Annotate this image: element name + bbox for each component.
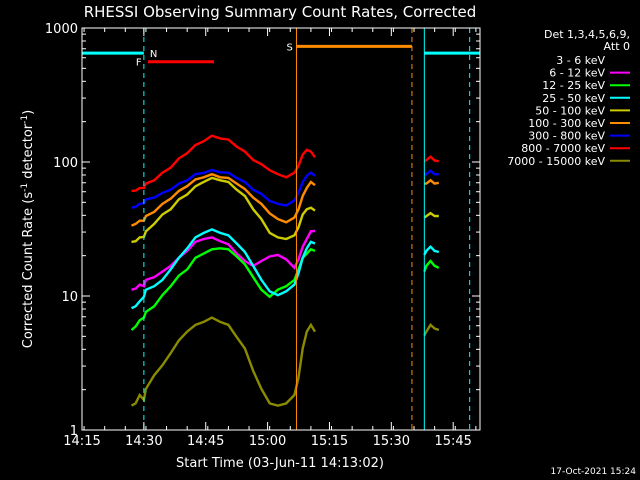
x-tick-label: 15:15 — [311, 434, 348, 449]
series-line — [424, 178, 440, 185]
flag-label: F — [136, 58, 142, 69]
legend-label: 6 - 12 keV — [549, 67, 605, 80]
footer-date: 17-Oct-2021 15:24 — [551, 467, 637, 477]
time-interval-flags: NF S — [82, 42, 480, 69]
vertical-markers — [143, 28, 471, 430]
legend-label: 800 - 7000 keV — [521, 142, 605, 155]
y-tick-label: 100 — [53, 156, 78, 171]
legend-title: Att 0 — [604, 40, 630, 53]
series-line — [423, 259, 440, 273]
chart-title: RHESSI Observing Summary Count Rates, Co… — [84, 3, 477, 21]
y-tick-label: 1000 — [45, 22, 78, 37]
y-axis-label: Corrected Count Rate (s-1 detector-1) — [20, 110, 36, 348]
series-line — [423, 211, 439, 219]
flag-label: S — [286, 42, 292, 53]
series-line — [423, 289, 440, 302]
y-tick-label: 10 — [61, 290, 78, 305]
y-axis-label-part3: ) — [21, 110, 36, 115]
axes: 14:15 14:30 14:45 15:00 15:15 15:30 15:45 1 10 10… — [45, 22, 480, 449]
x-tick-label: 14:45 — [187, 434, 224, 449]
legend-label: 12 - 25 keV — [542, 79, 605, 92]
series-line — [423, 323, 440, 337]
series-line — [424, 169, 439, 176]
x-tick-label: 15:45 — [434, 434, 471, 449]
y-axis-label-part2: detector — [21, 123, 36, 183]
y-tick-label: 1 — [70, 424, 78, 439]
x-tick-label: 14:30 — [125, 434, 162, 449]
series-line — [423, 244, 440, 256]
x-tick-label: 15:30 — [373, 434, 410, 449]
legend-label: 3 - 6 keV — [556, 54, 605, 67]
legend-label: 7000 - 15000 keV — [507, 155, 605, 168]
legend-label: 100 - 300 keV — [528, 117, 605, 130]
legend-label: 300 - 800 keV — [528, 130, 605, 143]
series-line — [423, 155, 439, 163]
plot-frame — [81, 27, 481, 431]
x-tick-label: 15:00 — [249, 434, 286, 449]
legend-label: 25 - 50 keV — [542, 92, 605, 105]
x-axis-label: Start Time (03-Jun-11 14:13:02) — [176, 456, 384, 471]
flag-label: N — [150, 49, 157, 60]
x-tick-label: 14:15 — [63, 434, 100, 449]
legend-label: 50 - 100 keV — [535, 104, 605, 117]
legend-title: Det 1,3,4,5,6,9, — [544, 28, 630, 41]
y-axis-label-superscript1: -1 — [20, 183, 30, 192]
y-axis-label-part1: Corrected Count Rate (s — [21, 192, 36, 349]
y-axis-label-superscript2: -1 — [20, 115, 30, 124]
